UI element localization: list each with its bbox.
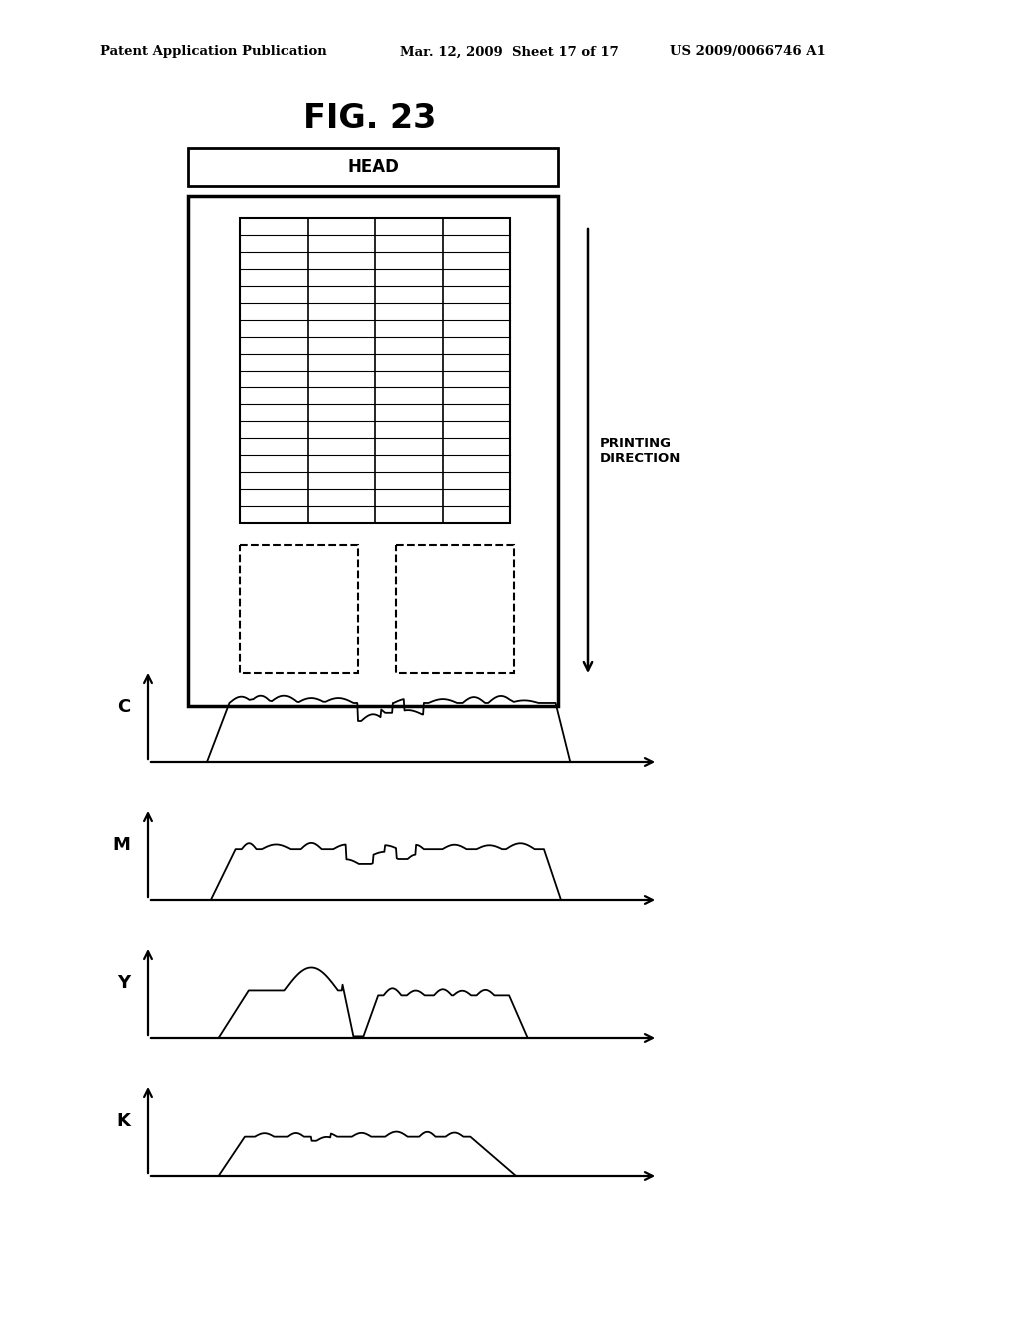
- Bar: [188, 195, 558, 706]
- Text: Patent Application Publication: Patent Application Publication: [100, 45, 327, 58]
- Text: PRINTING
DIRECTION: PRINTING DIRECTION: [600, 437, 681, 465]
- Text: K: K: [116, 1111, 130, 1130]
- Text: C: C: [117, 698, 130, 715]
- Text: FIG. 23: FIG. 23: [303, 102, 436, 135]
- Text: Mar. 12, 2009  Sheet 17 of 17: Mar. 12, 2009 Sheet 17 of 17: [400, 45, 618, 58]
- Text: M: M: [112, 836, 130, 854]
- Bar: [188, 148, 558, 186]
- Bar: [240, 545, 358, 673]
- Bar: [396, 545, 514, 673]
- Text: Y: Y: [117, 974, 130, 991]
- Bar: [240, 218, 510, 523]
- Text: HEAD: HEAD: [347, 158, 399, 176]
- Text: US 2009/0066746 A1: US 2009/0066746 A1: [670, 45, 825, 58]
